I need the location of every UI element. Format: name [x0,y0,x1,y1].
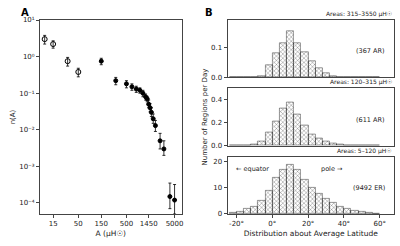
svg-text:15: 15 [49,220,58,228]
svg-text:0: 0 [218,210,222,218]
svg-text:10⁰: 10⁰ [23,53,35,61]
svg-text:40°: 40° [338,220,350,228]
svg-text:Areas: 120–315 μH☉: Areas: 120–315 μH☉ [330,78,392,86]
svg-text:B: B [205,7,213,18]
svg-text:1450: 1450 [140,220,158,228]
svg-text:A: A [21,7,29,18]
svg-text:0°: 0° [268,220,276,228]
svg-text:← equator: ← equator [236,165,269,173]
svg-text:(611 AR): (611 AR) [356,116,385,124]
svg-text:150: 150 [95,220,108,228]
svg-text:Areas: 315–3550 μH☉: Areas: 315–3550 μH☉ [326,10,392,18]
svg-text:0.0: 0.0 [211,142,222,150]
svg-text:0.0: 0.0 [211,74,222,82]
svg-text:(367 AR): (367 AR) [356,47,385,55]
svg-text:20°: 20° [302,220,314,228]
svg-text:pole →: pole → [321,165,343,173]
svg-text:60°: 60° [373,220,385,228]
svg-text:50: 50 [74,220,83,228]
svg-text:500: 500 [120,220,133,228]
svg-text:(9492 ER): (9492 ER) [353,184,385,192]
svg-text:10⁻³: 10⁻³ [19,163,35,171]
svg-text:20: 20 [213,158,222,166]
svg-text:A (μH☉): A (μH☉) [96,229,127,238]
svg-text:n(A): n(A) [9,109,17,124]
svg-text:5000: 5000 [166,220,184,228]
svg-text:Distribution about Average Lat: Distribution about Average Latitude [244,229,379,238]
svg-text:10⁻⁴: 10⁻⁴ [19,199,35,207]
svg-text:0.2: 0.2 [211,119,222,127]
svg-text:10⁻¹: 10⁻¹ [19,90,35,98]
svg-text:0.1: 0.1 [211,44,222,52]
svg-text:10: 10 [213,184,222,192]
svg-text:10⁻²: 10⁻² [19,126,35,134]
svg-text:-20°: -20° [229,220,244,228]
svg-text:Areas: 5–120 μH☉: Areas: 5–120 μH☉ [337,147,392,155]
svg-text:0.4: 0.4 [211,96,223,104]
svg-text:Number of Regions per Day: Number of Regions per Day [201,69,209,166]
svg-text:10¹: 10¹ [23,16,35,24]
